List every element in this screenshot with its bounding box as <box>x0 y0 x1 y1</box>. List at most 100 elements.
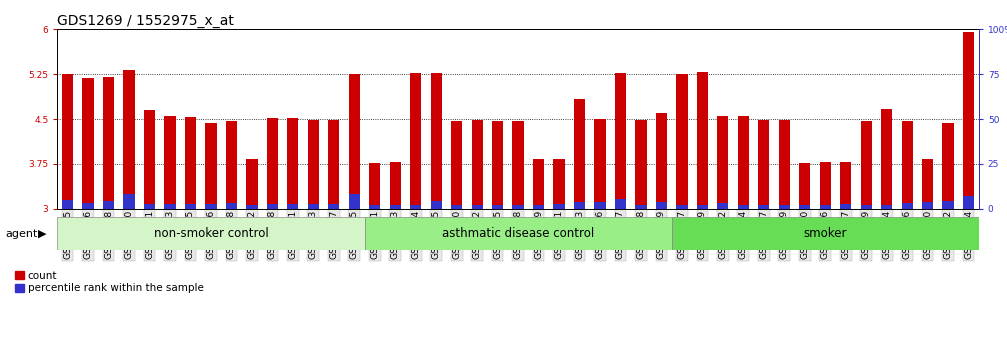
Bar <box>83 78 94 209</box>
Bar <box>370 163 381 209</box>
Bar <box>124 194 135 209</box>
Bar <box>247 205 258 209</box>
Bar <box>594 119 605 209</box>
Bar <box>410 73 421 209</box>
Bar <box>574 99 585 209</box>
Bar <box>451 205 462 209</box>
Text: GDS1269 / 1552975_x_at: GDS1269 / 1552975_x_at <box>57 14 235 28</box>
Bar <box>840 204 851 209</box>
Bar <box>328 204 339 209</box>
Bar <box>390 205 401 209</box>
Bar <box>103 201 114 209</box>
Bar <box>410 205 421 209</box>
Bar <box>103 77 114 209</box>
Bar <box>881 205 892 209</box>
Bar <box>513 205 524 209</box>
Bar <box>717 203 728 209</box>
Bar <box>922 159 933 209</box>
Bar <box>615 199 626 209</box>
Bar <box>348 194 359 209</box>
Bar <box>861 121 872 209</box>
Bar <box>820 162 831 209</box>
Text: ▶: ▶ <box>38 229 46 238</box>
Bar <box>554 159 565 209</box>
Bar <box>124 70 135 209</box>
Bar <box>861 205 872 209</box>
Bar <box>390 162 401 209</box>
Bar <box>738 116 749 209</box>
Bar <box>348 74 359 209</box>
Bar <box>308 120 319 209</box>
Bar <box>533 159 544 209</box>
Bar <box>672 217 979 250</box>
Bar <box>451 121 462 209</box>
Text: asthmatic disease control: asthmatic disease control <box>442 227 594 240</box>
Bar <box>594 201 605 209</box>
Bar <box>431 73 442 209</box>
Bar <box>533 205 544 209</box>
Bar <box>205 123 217 209</box>
Bar <box>963 32 974 209</box>
Bar <box>226 121 237 209</box>
Bar <box>800 205 811 209</box>
Bar <box>471 120 482 209</box>
Bar <box>697 205 708 209</box>
Bar <box>717 116 728 209</box>
Bar <box>431 201 442 209</box>
Bar <box>943 201 954 209</box>
Bar <box>656 201 667 209</box>
Bar <box>901 203 912 209</box>
Bar <box>308 204 319 209</box>
Bar <box>492 121 504 209</box>
Bar <box>635 120 646 209</box>
Bar <box>83 203 94 209</box>
Bar <box>287 118 298 209</box>
Bar <box>881 109 892 209</box>
Bar <box>574 201 585 209</box>
Bar <box>943 123 954 209</box>
Text: agent: agent <box>5 229 37 238</box>
Bar <box>370 205 381 209</box>
Bar <box>328 120 339 209</box>
Bar <box>820 205 831 209</box>
Bar <box>62 74 74 209</box>
Bar <box>901 121 912 209</box>
Bar <box>677 205 688 209</box>
Bar <box>144 204 155 209</box>
Bar <box>205 204 217 209</box>
Bar <box>840 162 851 209</box>
Bar <box>635 205 646 209</box>
Bar <box>185 204 196 209</box>
Bar <box>758 120 769 209</box>
Bar <box>287 204 298 209</box>
Bar <box>800 163 811 209</box>
Bar <box>57 217 365 250</box>
Bar <box>226 203 237 209</box>
Bar <box>62 200 74 209</box>
Bar <box>738 205 749 209</box>
Bar <box>471 205 482 209</box>
Bar <box>778 120 789 209</box>
Bar <box>554 204 565 209</box>
Bar <box>144 110 155 209</box>
Text: smoker: smoker <box>804 227 847 240</box>
Bar <box>185 117 196 209</box>
Bar <box>365 217 672 250</box>
Bar <box>267 118 278 209</box>
Bar <box>247 159 258 209</box>
Bar <box>963 196 974 209</box>
Bar <box>922 202 933 209</box>
Bar <box>656 113 667 209</box>
Bar <box>267 204 278 209</box>
Bar <box>615 73 626 209</box>
Bar <box>492 205 504 209</box>
Text: non-smoker control: non-smoker control <box>154 227 268 240</box>
Bar <box>164 204 175 209</box>
Bar <box>697 72 708 209</box>
Legend: count, percentile rank within the sample: count, percentile rank within the sample <box>15 271 203 294</box>
Bar <box>778 205 789 209</box>
Bar <box>758 205 769 209</box>
Bar <box>677 74 688 209</box>
Bar <box>164 116 175 209</box>
Bar <box>513 121 524 209</box>
